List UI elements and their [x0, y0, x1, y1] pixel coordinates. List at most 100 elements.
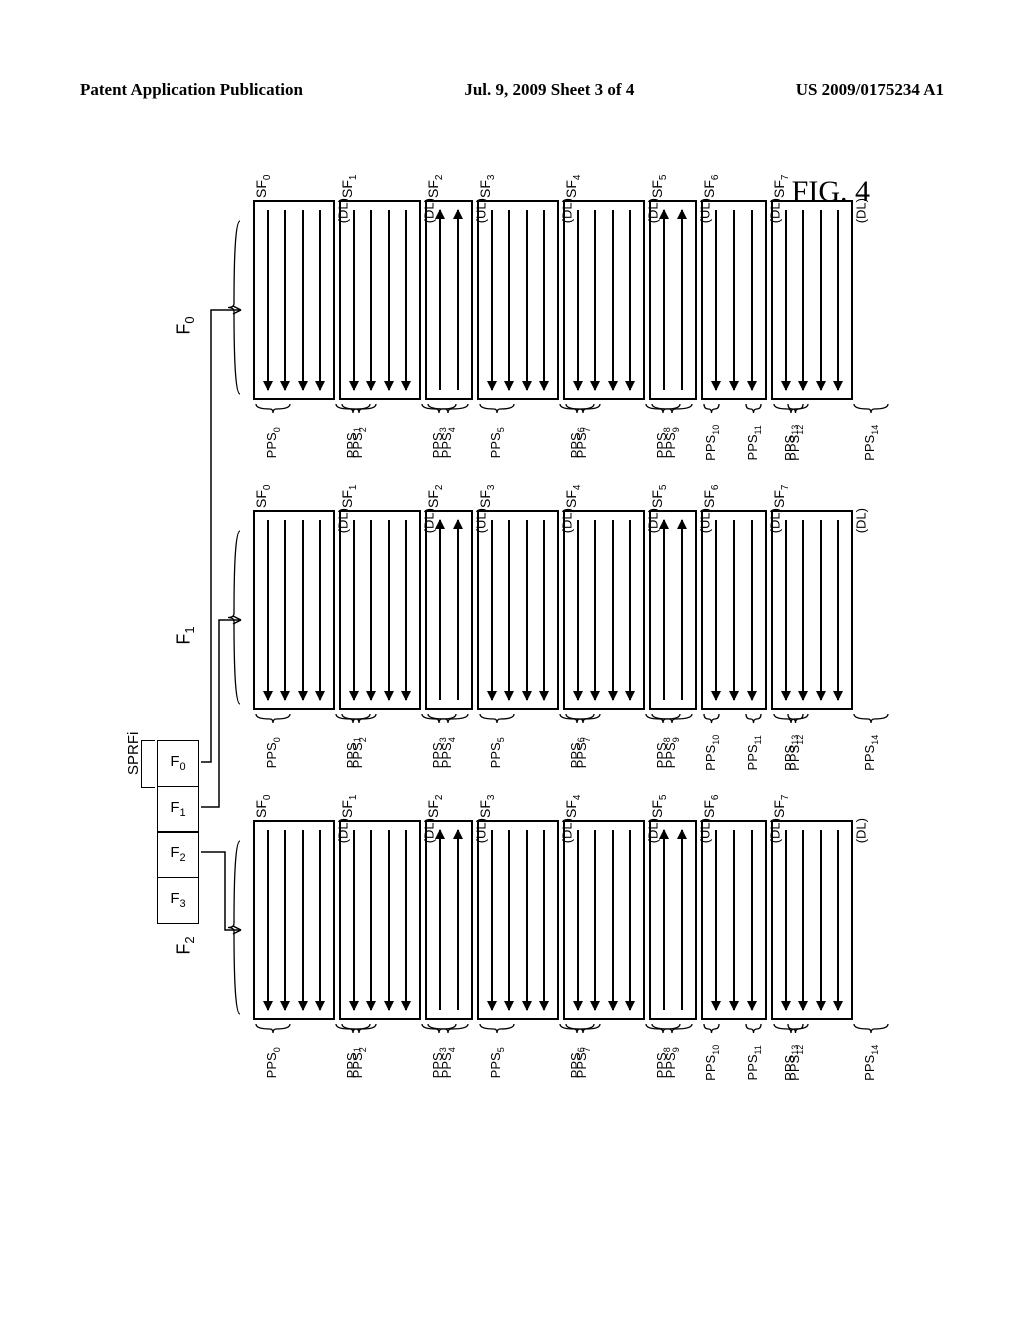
subframe-title: SF4: [563, 175, 583, 198]
pps-label: PPS7: [574, 427, 592, 458]
pps-brace-icon: [479, 714, 515, 724]
arrow-down-icon: [543, 210, 545, 390]
subframe-box: [649, 510, 697, 710]
arrow-down-icon: [751, 830, 753, 1010]
subframe-title: SF6: [701, 175, 721, 198]
arrow-up-icon: [439, 210, 441, 390]
arrow-down-icon: [612, 210, 614, 390]
arrow-down-icon: [319, 210, 321, 390]
arrow-down-icon: [629, 830, 631, 1010]
header-left: Patent Application Publication: [80, 80, 303, 100]
arrow-group: [483, 830, 553, 1010]
subframe-box: [253, 510, 335, 710]
pps-brace-icon: [703, 404, 720, 414]
arrow-up-icon: [663, 520, 665, 700]
arrow-down-icon: [802, 830, 804, 1010]
pps-label: PPS2: [350, 427, 368, 458]
row-label: F2: [173, 937, 197, 955]
frame-rows: F0 SF0 (DL) PPS0 PPS1SF1 (DL) PPS2 PPS3S…: [225, 160, 915, 1090]
pps-brace-icon: [479, 1024, 515, 1034]
arrow-down-icon: [543, 520, 545, 700]
subframe-header: SF0 (DL): [253, 780, 335, 820]
pps-label: PPS2: [350, 1047, 368, 1078]
subframe-header: SF2 (UL): [425, 470, 473, 510]
arrow-down-icon: [267, 520, 269, 700]
pps-row: PPS9: [649, 1024, 697, 1069]
subframe-box: [771, 820, 853, 1020]
pps-row: PPS7 PPS8: [563, 1024, 645, 1069]
pps-slot: PPS0: [253, 714, 293, 759]
arrow-down-icon: [508, 210, 510, 390]
pps-brace-icon: [773, 1024, 809, 1034]
pps-brace-icon: [427, 1024, 469, 1034]
subframe: SF0 (DL) PPS0 PPS1: [253, 470, 335, 760]
pps-label: PPS13: [782, 1045, 800, 1081]
subframe-direction: (DL): [853, 818, 868, 843]
f-block-2: F2: [157, 831, 199, 878]
arrow-down-icon: [802, 210, 804, 390]
arrow-group: [569, 210, 639, 390]
pps-brace-icon: [703, 714, 720, 724]
arrow-group: [655, 830, 691, 1010]
subframe-box: [339, 820, 421, 1020]
arrow-down-icon: [319, 520, 321, 700]
subframe-header: SF5 (UL): [649, 470, 697, 510]
subframe-header: SF7 (DL): [771, 780, 853, 820]
pps-brace-icon: [853, 714, 889, 724]
arrow-group: [777, 520, 847, 700]
subframe: SF0 (DL) PPS0 PPS1: [253, 160, 335, 450]
arrow-group: [707, 210, 761, 390]
arrow-down-icon: [594, 830, 596, 1010]
subframe: SF3 (DL) PPS5 PPS6: [477, 160, 559, 450]
pps-row: PPS9: [649, 714, 697, 759]
sprf-brace-icon: [141, 740, 155, 788]
subframe: SF2 (UL) PPS4: [425, 780, 473, 1070]
pps-brace-icon: [651, 714, 693, 724]
subframe-title: SF5: [649, 795, 669, 818]
subframe-header: SF6 (DL): [701, 470, 767, 510]
arrow-up-icon: [681, 830, 683, 1010]
pps-brace-icon: [255, 714, 291, 724]
subframe-title: SF0: [253, 485, 273, 508]
subframe-strip: SF0 (DL) PPS0 PPS1SF1 (DL) PPS2 PPS3SF2 …: [253, 160, 915, 450]
subframe-header: SF0 (DL): [253, 470, 335, 510]
header-right: US 2009/0175234 A1: [796, 80, 944, 100]
sprf-label: SPRFi: [125, 732, 142, 775]
pps-label: PPS11: [745, 735, 763, 770]
pps-label: PPS7: [574, 737, 592, 768]
pps-brace-icon: [427, 404, 469, 414]
arrow-group: [345, 830, 415, 1010]
arrow-down-icon: [405, 830, 407, 1010]
pps-slot: PPS11: [743, 714, 764, 759]
subframe: SF7 (DL) PPS13 PPS14: [771, 160, 853, 450]
pps-slot: PPS0: [253, 1024, 293, 1069]
subframe: SF3 (DL) PPS5 PPS6: [477, 780, 559, 1070]
arrow-down-icon: [267, 830, 269, 1010]
arrow-down-icon: [353, 830, 355, 1010]
arrow-group: [345, 520, 415, 700]
pps-slot: PPS11: [743, 1024, 764, 1069]
subframe-title: SF3: [477, 795, 497, 818]
pps-brace-icon: [853, 404, 889, 414]
subframe: SF7 (DL) PPS13 PPS14: [771, 470, 853, 760]
subframe-direction: (DL): [853, 198, 868, 223]
arrow-down-icon: [837, 520, 839, 700]
subframe-header: SF2 (UL): [425, 160, 473, 200]
pps-slot: PPS13: [771, 404, 811, 449]
pps-row: PPS2 PPS3: [339, 404, 421, 449]
arrow-group: [707, 830, 761, 1010]
subframe-box: [563, 200, 645, 400]
subframe-title: SF1: [339, 795, 359, 818]
subframe-header: SF5 (UL): [649, 780, 697, 820]
pps-label: PPS5: [488, 427, 506, 458]
arrow-down-icon: [715, 520, 717, 700]
subframe-box: [563, 820, 645, 1020]
arrow-down-icon: [733, 210, 735, 390]
arrow-group: [259, 520, 329, 700]
f-block-0: F0: [157, 740, 199, 787]
pps-brace-icon: [651, 404, 693, 414]
pps-slot: PPS2: [339, 1024, 379, 1069]
subframe-title: SF5: [649, 485, 669, 508]
subframe-title: SF7: [771, 175, 791, 198]
pps-label: PPS13: [782, 425, 800, 461]
